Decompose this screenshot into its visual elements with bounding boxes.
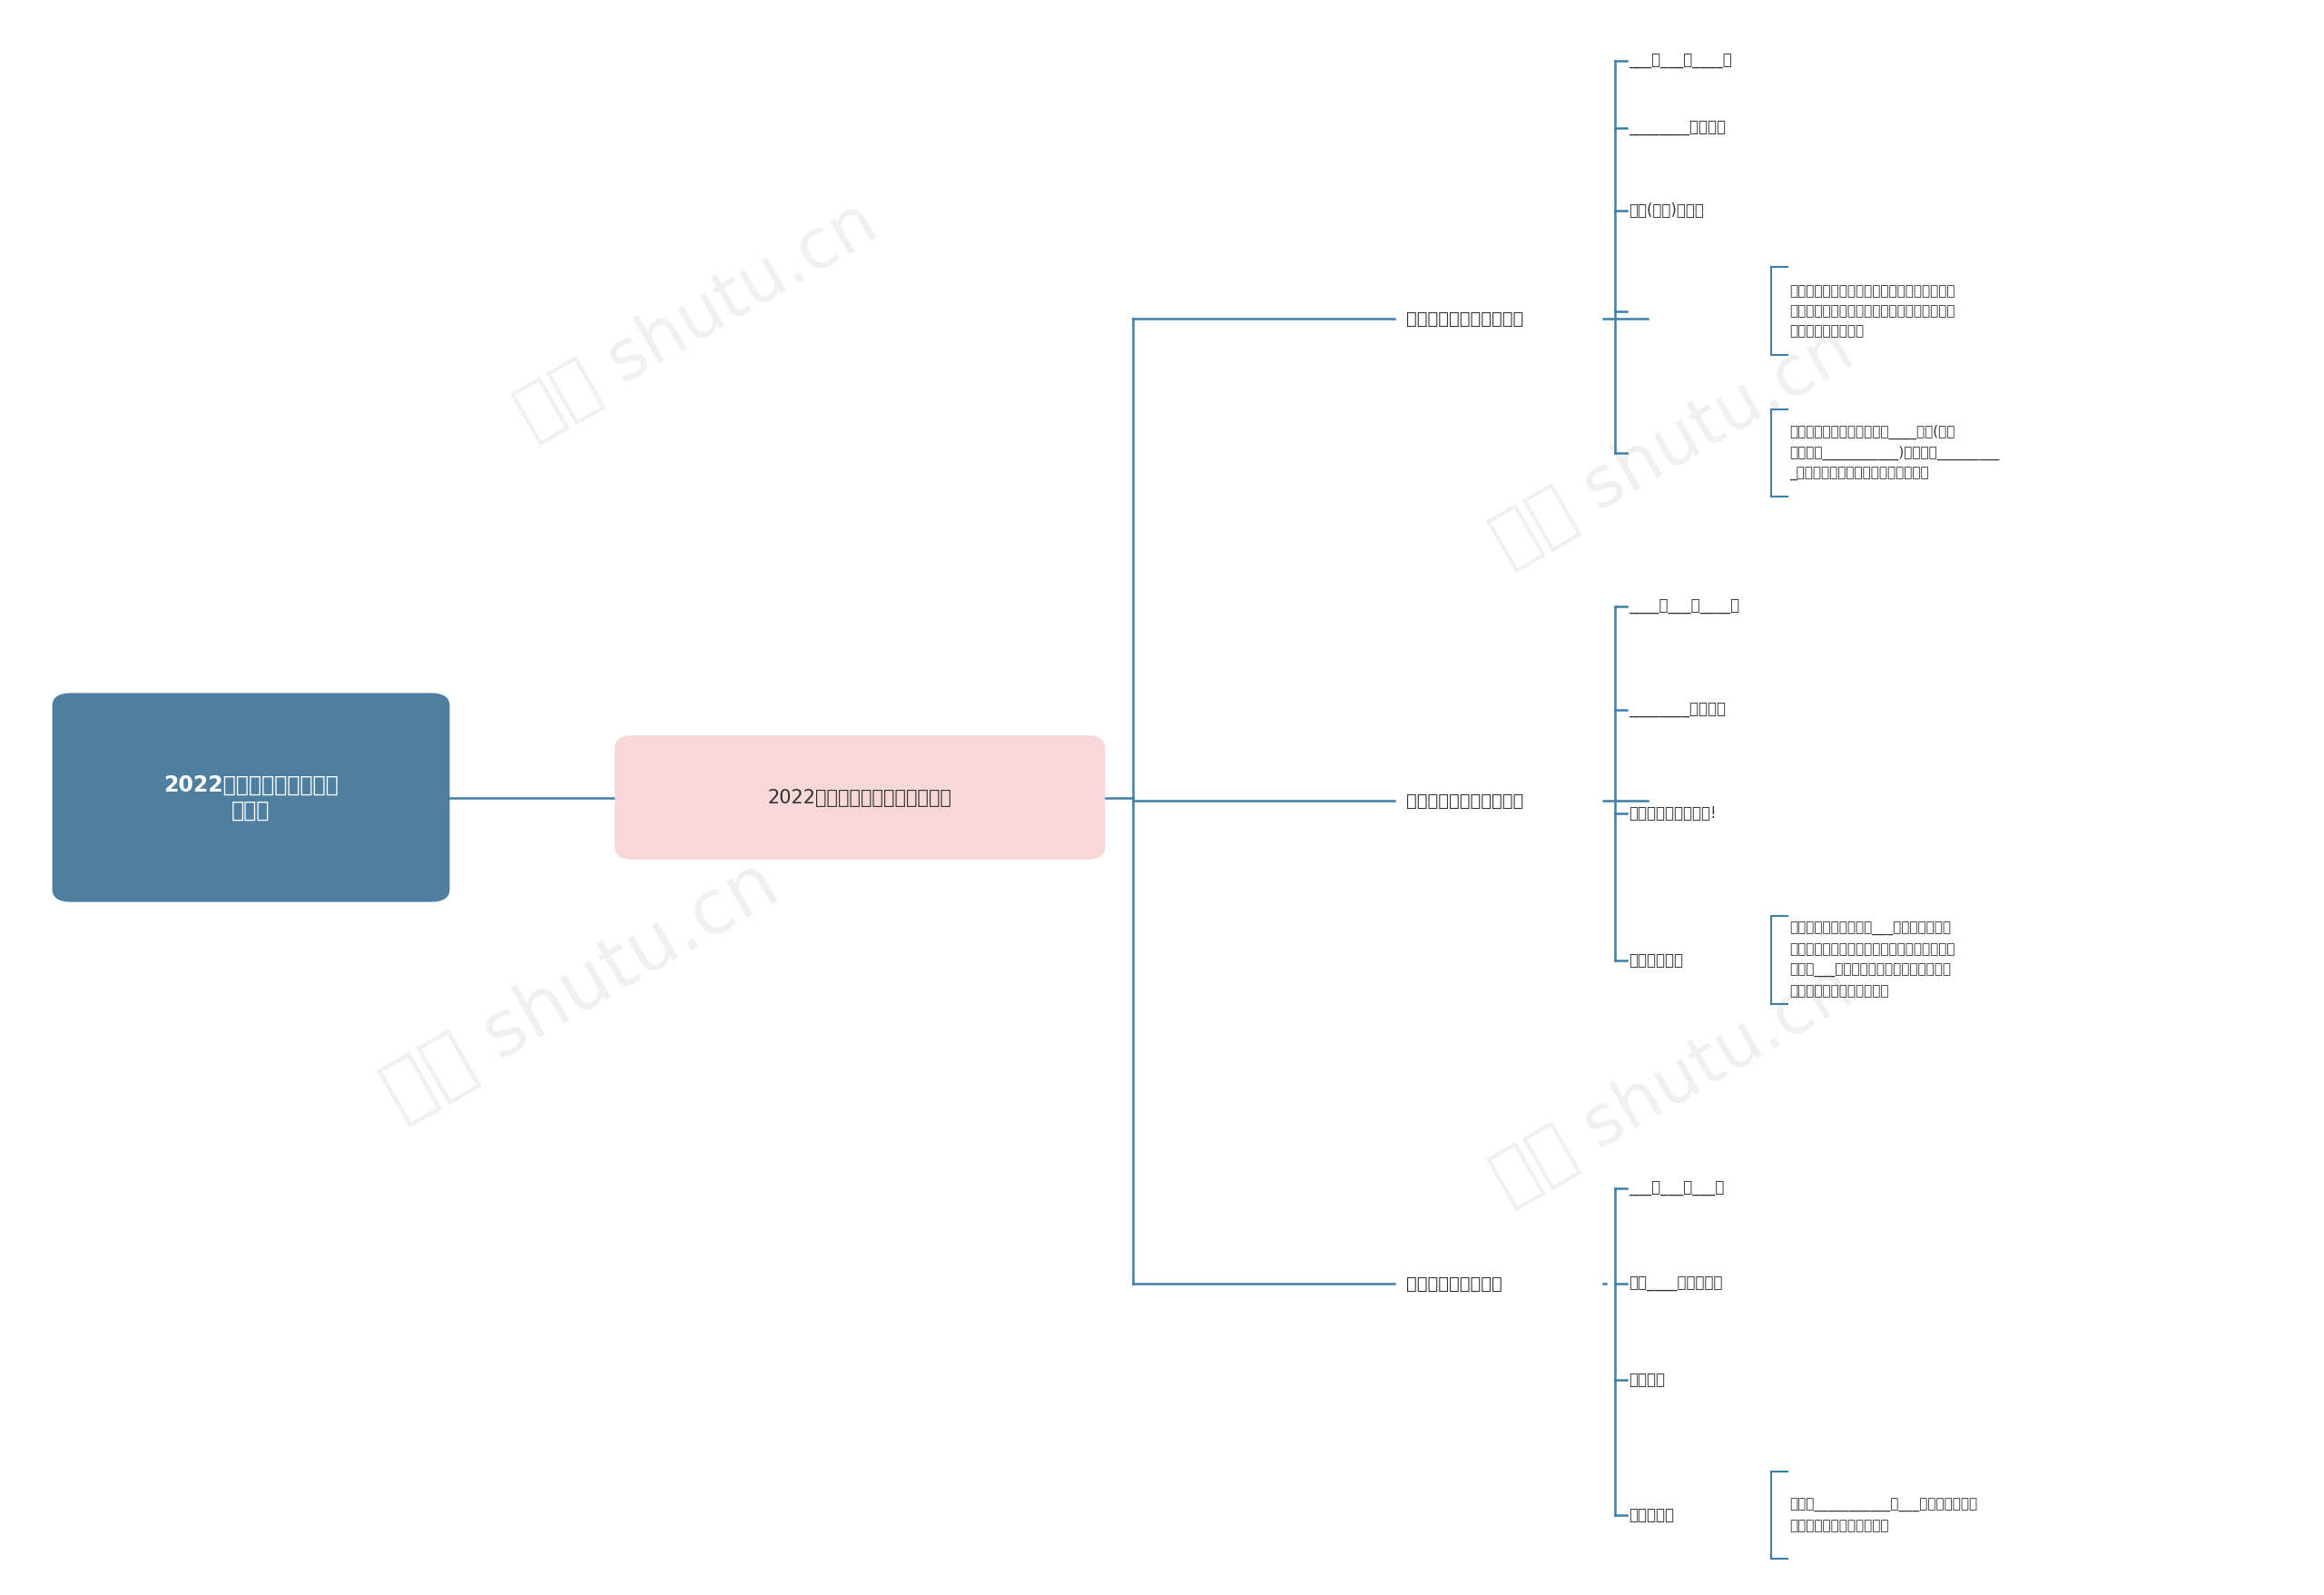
Text: ________有限公司: ________有限公司 bbox=[1629, 120, 1727, 136]
Text: ____年___月____日: ____年___月____日 bbox=[1629, 598, 1741, 614]
Text: 2022单位介绍信范文大全
是怎样: 2022单位介绍信范文大全 是怎样 bbox=[163, 774, 339, 821]
Text: 2022单位介绍信范文大全是怎样: 2022单位介绍信范文大全是怎样 bbox=[767, 788, 953, 807]
Text: 兹介绍我公司工作人员___携带身份证复印
件一份，凭该工作人员有效身份证原件到贵单
位办理___项目的标书办理，以本单位名义
处理一切与之有关的事务。: 兹介绍我公司工作人员___携带身份证复印 件一份，凭该工作人员有效身份证原件到贵… bbox=[1789, 922, 1954, 998]
Text: 共计(大写)伍枚。: 共计(大写)伍枚。 bbox=[1629, 203, 1703, 219]
Text: ________有限公司: ________有限公司 bbox=[1629, 702, 1727, 718]
Text: 一、单位介绍信范文: 一、单位介绍信范文 bbox=[1406, 1276, 1501, 1292]
Text: 需刻制印章名称如下：分公司公章、分公司负
责人章、分公司财务章、分公司合同专用章、
分公司发票专用章。: 需刻制印章名称如下：分公司公章、分公司负 责人章、分公司财务章、分公司合同专用章… bbox=[1789, 284, 1954, 338]
Text: 树图 shutu.cn: 树图 shutu.cn bbox=[372, 847, 790, 1131]
Text: 请给予接洽办理为谢!: 请给予接洽办理为谢! bbox=[1629, 805, 1717, 821]
Text: ___年___月___日: ___年___月___日 bbox=[1629, 1180, 1724, 1196]
Text: （限____日内有效）: （限____日内有效） bbox=[1629, 1276, 1722, 1292]
Text: 此致敬礼: 此致敬礼 bbox=[1629, 1372, 1666, 1388]
FancyBboxPatch shape bbox=[614, 735, 1106, 860]
Text: 兹介绍___________等___名同志，前往你
处联系下列事项，请接洽。: 兹介绍___________等___名同志，前往你 处联系下列事项，请接洽。 bbox=[1789, 1498, 1978, 1533]
Text: 负责同志：: 负责同志： bbox=[1629, 1507, 1676, 1523]
Text: 树图 shutu.cn: 树图 shutu.cn bbox=[1480, 316, 1866, 577]
Text: 树图 shutu.cn: 树图 shutu.cn bbox=[1480, 954, 1866, 1215]
Text: 我单位因业务需要，现介绍____同志(身份
证号码：___________)前去办理_________
_有限公司西安分公司刻章备案手续。: 我单位因业务需要，现介绍____同志(身份 证号码：___________)前去… bbox=[1789, 424, 1999, 482]
Text: 树图 shutu.cn: 树图 shutu.cn bbox=[504, 188, 890, 450]
Text: 二、投标单位介绍信范文: 二、投标单位介绍信范文 bbox=[1406, 793, 1522, 809]
Text: 限责任公司：: 限责任公司： bbox=[1629, 952, 1683, 968]
Text: 三、单位刻章介绍信范文: 三、单位刻章介绍信范文 bbox=[1406, 311, 1522, 327]
Text: ___年___月____日: ___年___月____日 bbox=[1629, 53, 1731, 69]
FancyBboxPatch shape bbox=[51, 694, 451, 903]
